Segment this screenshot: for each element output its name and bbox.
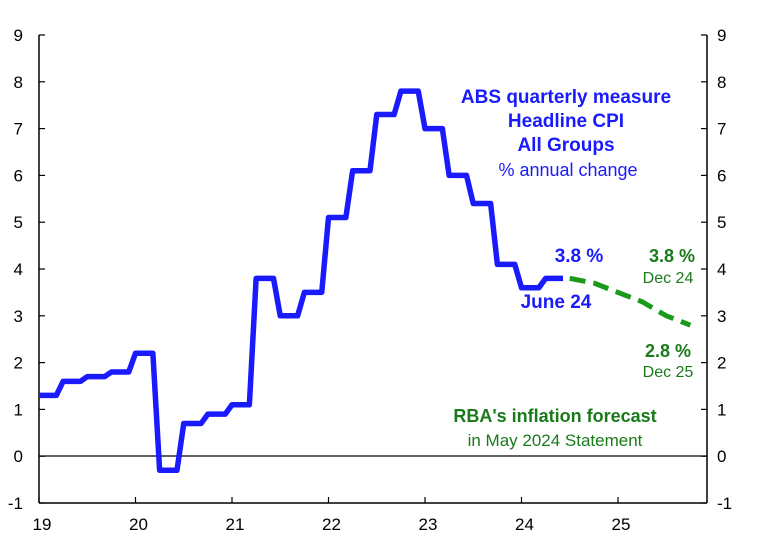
annotation-abs-line4: % annual change [498,160,637,180]
y-tick-label-right: 8 [717,73,726,92]
annotation-forecast2-period: Dec 25 [643,364,694,381]
series-line-cpi [39,88,563,473]
y-tick-label-left: 3 [14,307,23,326]
y-tick-label-right: 2 [717,354,726,373]
x-tick-label: 23 [419,515,438,534]
y-tick-label-left: 0 [14,447,23,466]
y-tick-label-left: 9 [14,26,23,45]
y-tick-label-left: 7 [14,120,23,139]
x-tick-label: 20 [129,515,148,534]
x-tick-label: 19 [33,515,52,534]
x-tick-label: 25 [612,515,631,534]
annotation-latest-value: 3.8 % [555,246,604,267]
x-tick-label: 22 [322,515,341,534]
tick-marks [38,34,707,504]
y-axis-right-labels: -1 0 1 2 3 4 5 6 7 8 9 [717,26,732,513]
annotation-forecast1-value: 3.8 % [649,246,695,266]
y-tick-label-right: 1 [717,400,726,419]
y-tick-label-left: 5 [14,213,23,232]
x-axis-labels: 19 20 21 22 23 24 25 [33,515,631,534]
y-tick-label-right: 3 [717,307,726,326]
annotation-abs-line1: ABS quarterly measure [461,87,671,108]
x-tick-label: 24 [515,515,534,534]
x-tick-label: 21 [226,515,245,534]
y-tick-label-right: 5 [717,213,726,232]
annotation-forecast2-value: 2.8 % [645,341,691,361]
y-tick-label-right: 7 [717,120,726,139]
y-tick-label-right: 4 [717,260,726,279]
y-tick-label-left: 4 [14,260,23,279]
series-line-rba-forecast [569,275,692,328]
y-tick-label-right: 0 [717,447,726,466]
annotation-forecast1-period: Dec 24 [643,270,694,287]
y-tick-label-right: 9 [717,26,726,45]
y-tick-label-left: -1 [8,494,23,513]
y-axis-left-labels: -1 0 1 2 3 4 5 6 7 8 9 [8,26,23,513]
y-tick-label-left: 6 [14,166,23,185]
annotation-abs-line3: All Groups [517,135,614,156]
y-tick-label-right: 6 [717,166,726,185]
annotation-rba-line1: RBA's inflation forecast [453,406,656,426]
y-tick-label-right: -1 [717,494,732,513]
annotation-abs-line2: Headline CPI [508,111,624,132]
y-tick-label-left: 1 [14,400,23,419]
annotation-rba-line2: in May 2024 Statement [468,431,643,450]
y-tick-label-left: 2 [14,354,23,373]
annotation-latest-period: June 24 [521,292,592,313]
y-tick-label-left: 8 [14,73,23,92]
